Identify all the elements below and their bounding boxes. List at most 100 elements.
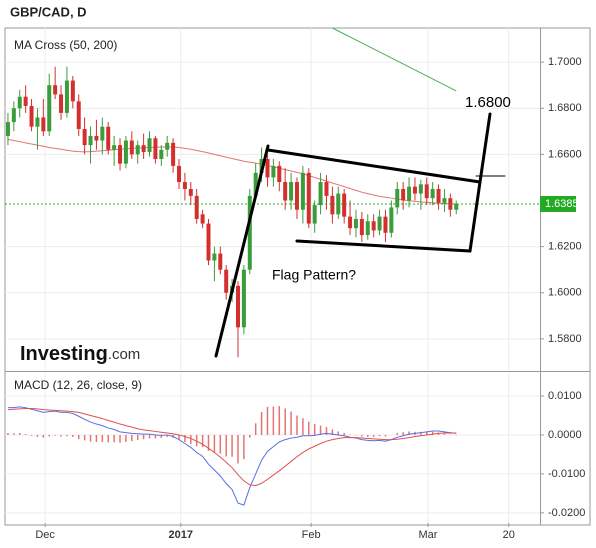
y-tick-label: 1.6800 [548, 102, 582, 114]
flag-bottom [295, 239, 472, 253]
y-tick-label: 1.6200 [548, 241, 582, 253]
candle-body [206, 223, 211, 261]
macd-line [7, 407, 457, 487]
brand-suffix: .com [108, 346, 141, 363]
candle-body [389, 207, 394, 233]
brand-logo: Investing.com [20, 343, 140, 365]
macd-line [7, 406, 457, 506]
candle-body [306, 172, 311, 224]
candle-body [153, 138, 158, 159]
y-tick-label: 1.5800 [548, 333, 582, 345]
candle-body [171, 142, 176, 166]
moving-average [7, 138, 457, 205]
candle-body [436, 188, 441, 203]
candle-body [41, 117, 46, 132]
candle-body [324, 182, 329, 196]
moving-average [331, 28, 457, 92]
y-tick-label: 0.0000 [548, 429, 582, 441]
candle-body [100, 126, 105, 141]
candle-body [123, 140, 128, 164]
candle-body [82, 129, 87, 146]
brand-name: Investing [20, 343, 108, 365]
candle-body [29, 105, 34, 127]
y-tick-label: 1.7000 [548, 56, 582, 68]
candle-body [365, 221, 370, 236]
chart-title: GBP/CAD, D [10, 4, 87, 19]
candle-body [11, 108, 16, 123]
flag-side [468, 180, 482, 253]
x-tick-label: Dec [35, 529, 55, 541]
candle-body [76, 101, 81, 130]
candle-body [407, 186, 412, 201]
candle-body [147, 138, 152, 153]
candle-body [165, 142, 170, 150]
candle-body [188, 188, 193, 196]
candle-body [64, 80, 69, 113]
flag-pole [214, 144, 270, 358]
candle-body [5, 122, 10, 136]
candle-body [377, 216, 382, 231]
candle-body [294, 182, 299, 210]
candle-body [35, 117, 40, 127]
x-tick-label: Mar [418, 529, 437, 541]
candle-body [112, 145, 117, 150]
candle-body [218, 253, 223, 270]
y-tick-label: -0.0100 [548, 468, 585, 480]
candle-body [383, 216, 388, 233]
candle-body [47, 85, 52, 132]
candle-body [265, 158, 270, 178]
candle-body [224, 269, 229, 293]
axis-layer: Dec 2017 Feb Mar 20 1.5800 1.6000 1.6200 1.6600 1… [35, 56, 585, 541]
candle-body [212, 253, 217, 261]
y-tick-label: 1.6000 [548, 287, 582, 299]
candle-body [94, 135, 99, 141]
candle-body [106, 126, 111, 150]
candle-body [359, 218, 364, 236]
candle-body [129, 140, 134, 155]
price-panel [5, 28, 540, 358]
candle-body [430, 188, 435, 199]
candle-body [289, 182, 294, 201]
candle-body [442, 198, 447, 203]
candle-body [118, 145, 123, 164]
candle-body [318, 182, 323, 206]
y-tick-label: 0.0100 [548, 390, 582, 402]
candle-body [200, 214, 205, 224]
candle-body [371, 221, 376, 231]
candle-body [353, 218, 358, 229]
candle-body [235, 285, 240, 328]
candle-body [194, 195, 199, 219]
last-price-box [540, 195, 576, 212]
x-tick-label: 20 [503, 529, 515, 541]
candle-body [88, 135, 93, 146]
target-line [478, 112, 492, 184]
candle-body [159, 149, 164, 159]
y-tick-label: 1.6600 [548, 148, 582, 160]
candle-body [70, 80, 75, 102]
pattern-annotation: Flag Pattern? [272, 267, 356, 283]
candle-body [23, 96, 28, 106]
candle-body [247, 195, 252, 270]
candle-body [59, 94, 64, 113]
candle-body [253, 172, 258, 196]
candle-body [300, 172, 305, 210]
candle-body [241, 269, 246, 328]
candle-body [312, 205, 317, 224]
macd-label: MACD (12, 26, close, 9) [14, 378, 142, 392]
y-tick-label: -0.0200 [548, 507, 585, 519]
candle-body [454, 203, 459, 210]
candle-body [141, 145, 146, 153]
candle-body [424, 184, 429, 199]
last-price-label: 1.6385 [545, 198, 579, 210]
flag-drawing [214, 112, 506, 358]
grid-layer [5, 28, 540, 523]
x-tick-label: Feb [302, 529, 321, 541]
frame [4, 27, 591, 526]
candle-body [17, 96, 22, 109]
target-annotation: 1.6800 [465, 94, 511, 111]
indicator-label: MA Cross (50, 200) [14, 38, 117, 52]
flag-top [266, 148, 482, 184]
candle-body [135, 145, 140, 155]
